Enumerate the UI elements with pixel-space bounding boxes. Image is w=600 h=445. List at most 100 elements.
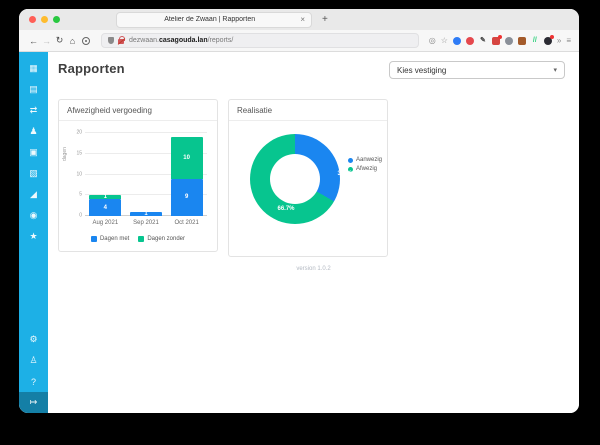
tracking-shield-icon[interactable]	[108, 37, 114, 44]
absence-card: Afwezigheid vergoeding dagen 0 5 10 15 20 1 4 1…	[58, 99, 218, 252]
bar-segment: 1	[129, 211, 162, 217]
legend-swatch	[138, 236, 145, 242]
minimize-window-button[interactable]	[41, 16, 48, 23]
legend-item[interactable]: Dagen met	[90, 236, 130, 242]
sidebar-spacer	[19, 247, 48, 329]
absence-card-title: Afwezigheid vergoeding	[59, 100, 217, 121]
menu-icon[interactable]: ≡	[566, 36, 571, 45]
legend-label: Dagen zonder	[147, 236, 186, 242]
donut-ring: 33.3% 66.7%	[250, 134, 355, 224]
version-text: version 1.0.2	[296, 266, 331, 272]
pen-extension-icon[interactable]: ✎	[479, 36, 486, 44]
y-tick-label: 10	[76, 171, 82, 177]
bar-segment: 9	[170, 178, 203, 216]
window-controls	[29, 16, 60, 23]
bar-chart-legend: Dagen met Dagen zonder	[59, 236, 217, 242]
sidebar-item-profile-icon[interactable]: ♙	[29, 355, 38, 365]
extension-badge	[497, 34, 502, 39]
sidebar-item-help-icon[interactable]: ?	[30, 376, 36, 387]
gridline	[85, 194, 207, 196]
x-tick-label: Aug 2021	[92, 220, 119, 226]
password-extension-icon[interactable]	[543, 34, 554, 45]
sidebar-item-star-icon[interactable]: ★	[29, 231, 38, 241]
app-sidebar: ▦ ▤ ⇄ ♟ ▣ ▧ ◢ ◉ ★ ⚙ ♙? ↦	[19, 52, 48, 413]
url-prefix: dezwaan.	[129, 37, 159, 44]
account-icon[interactable]	[82, 36, 90, 45]
sidebar-item-person-icon[interactable]: ♟	[29, 126, 38, 136]
legend-item[interactable]: Aanwezig	[347, 157, 382, 163]
page-content: ▦ ▤ ⇄ ♟ ▣ ▧ ◢ ◉ ★ ⚙ ♙? ↦ Rapporten Kies vestiging ▾…	[19, 52, 579, 413]
slashes-extension-icon[interactable]: //	[532, 36, 537, 44]
extension-badge	[549, 34, 554, 39]
forward-icon[interactable]: →	[42, 35, 51, 46]
page-actions-icon[interactable]: ◎	[428, 36, 436, 45]
branch-select-value: Kies vestiging	[397, 65, 447, 75]
legend-label: Dagen met	[99, 236, 130, 242]
browser-window: Atelier de Zwaan | Rapporten × + ← → ↻ ⌂…	[19, 9, 579, 413]
paw-extension-icon[interactable]	[504, 36, 513, 45]
branch-select[interactable]: Kies vestiging ▾	[389, 61, 565, 79]
legend-dot	[347, 166, 353, 172]
bar-column: 10 9	[170, 133, 203, 216]
sidebar-item-id-card-icon[interactable]: ▤	[29, 84, 38, 94]
x-tick-label: Sep 2021	[133, 220, 159, 226]
page-title: Rapporten	[58, 61, 125, 76]
storage-extension-icon[interactable]	[517, 36, 526, 45]
bar-segment: 10	[170, 137, 203, 179]
gridline	[85, 152, 207, 154]
reload-icon[interactable]: ↻	[55, 35, 64, 45]
donut-value-label: 66.7%	[277, 206, 295, 212]
y-tick-label: 5	[79, 191, 82, 198]
close-tab-icon[interactable]: ×	[300, 15, 305, 24]
url-path: /reports/	[207, 37, 234, 44]
gridline	[85, 173, 207, 175]
sidebar-item-people-icon[interactable]: ◉	[29, 210, 38, 220]
new-tab-button[interactable]: +	[322, 14, 328, 25]
legend-item[interactable]: Dagen zonder	[138, 236, 185, 242]
legend-swatch	[90, 236, 97, 242]
legend-dot	[347, 157, 353, 163]
insecure-lock-icon[interactable]	[118, 36, 125, 44]
navigation-toolbar: ← → ↻ ⌂ dezwaan. casagouda.lan/reports/ ◎…	[19, 30, 579, 52]
sidebar-item-gear-icon[interactable]: ⚙	[29, 334, 38, 344]
url-bar[interactable]: dezwaan. casagouda.lan/reports/	[101, 33, 419, 48]
legend-item[interactable]: Afwezig	[347, 166, 382, 172]
bar-plot-area: 0 5 10 15 20 1 4 1 10 9	[76, 130, 207, 218]
y-tick-label: 15	[76, 150, 82, 157]
tab-bar: Atelier de Zwaan | Rapporten × +	[19, 9, 579, 30]
donut-value-label: 33.3%	[337, 171, 355, 177]
x-tick-label: Oct 2021	[174, 220, 199, 226]
extension-row: ✎ //	[452, 34, 554, 45]
bars-container: 1 4 1 10 9	[85, 133, 207, 217]
back-icon[interactable]: ←	[29, 35, 38, 46]
realisation-card: Realisatie 33.3% 66.7% Aanwezig Afwezig	[228, 99, 388, 257]
sidebar-item-chart-icon[interactable]: ◢	[30, 189, 37, 199]
browser-tab[interactable]: Atelier de Zwaan | Rapporten ×	[116, 11, 312, 28]
sidebar-item-logout-icon[interactable]: ↦	[19, 392, 48, 413]
screenshot-extension-icon[interactable]	[491, 34, 502, 45]
bar-segment: 4	[89, 199, 122, 216]
sidebar-item-bus-icon[interactable]: ▣	[29, 147, 38, 157]
bookmark-star-icon[interactable]: ☆	[440, 36, 448, 45]
home-icon[interactable]: ⌂	[69, 35, 76, 46]
overflow-chevron-icon[interactable]: »	[556, 36, 562, 45]
legend-label: Aanwezig	[355, 157, 382, 163]
sidebar-item-swap-arrows-icon[interactable]: ⇄	[29, 105, 38, 115]
gridline	[85, 132, 207, 133]
legend-label: Afwezig	[355, 166, 377, 172]
sidebar-item-calendar-icon[interactable]: ▧	[29, 168, 38, 178]
sidebar-item-grid-icon[interactable]: ▦	[29, 63, 38, 73]
close-window-button[interactable]	[29, 16, 36, 23]
maximize-window-button[interactable]	[53, 16, 60, 23]
chevron-down-icon: ▾	[553, 67, 557, 74]
blue-extension-icon[interactable]	[452, 36, 461, 45]
toolbar-icons: ◎ ☆ ✎ // » ≡	[428, 34, 571, 45]
url-domain: casagouda.lan	[158, 37, 208, 44]
donut-legend: Aanwezig Afwezig	[347, 157, 382, 172]
cards-row: Afwezigheid vergoeding dagen 0 5 10 15 20 1 4 1…	[48, 88, 579, 257]
y-tick-label: 20	[76, 129, 82, 136]
y-tick-label: 0	[79, 212, 82, 219]
adblock-extension-icon[interactable]	[465, 36, 474, 45]
bar-column: 1	[129, 133, 162, 217]
